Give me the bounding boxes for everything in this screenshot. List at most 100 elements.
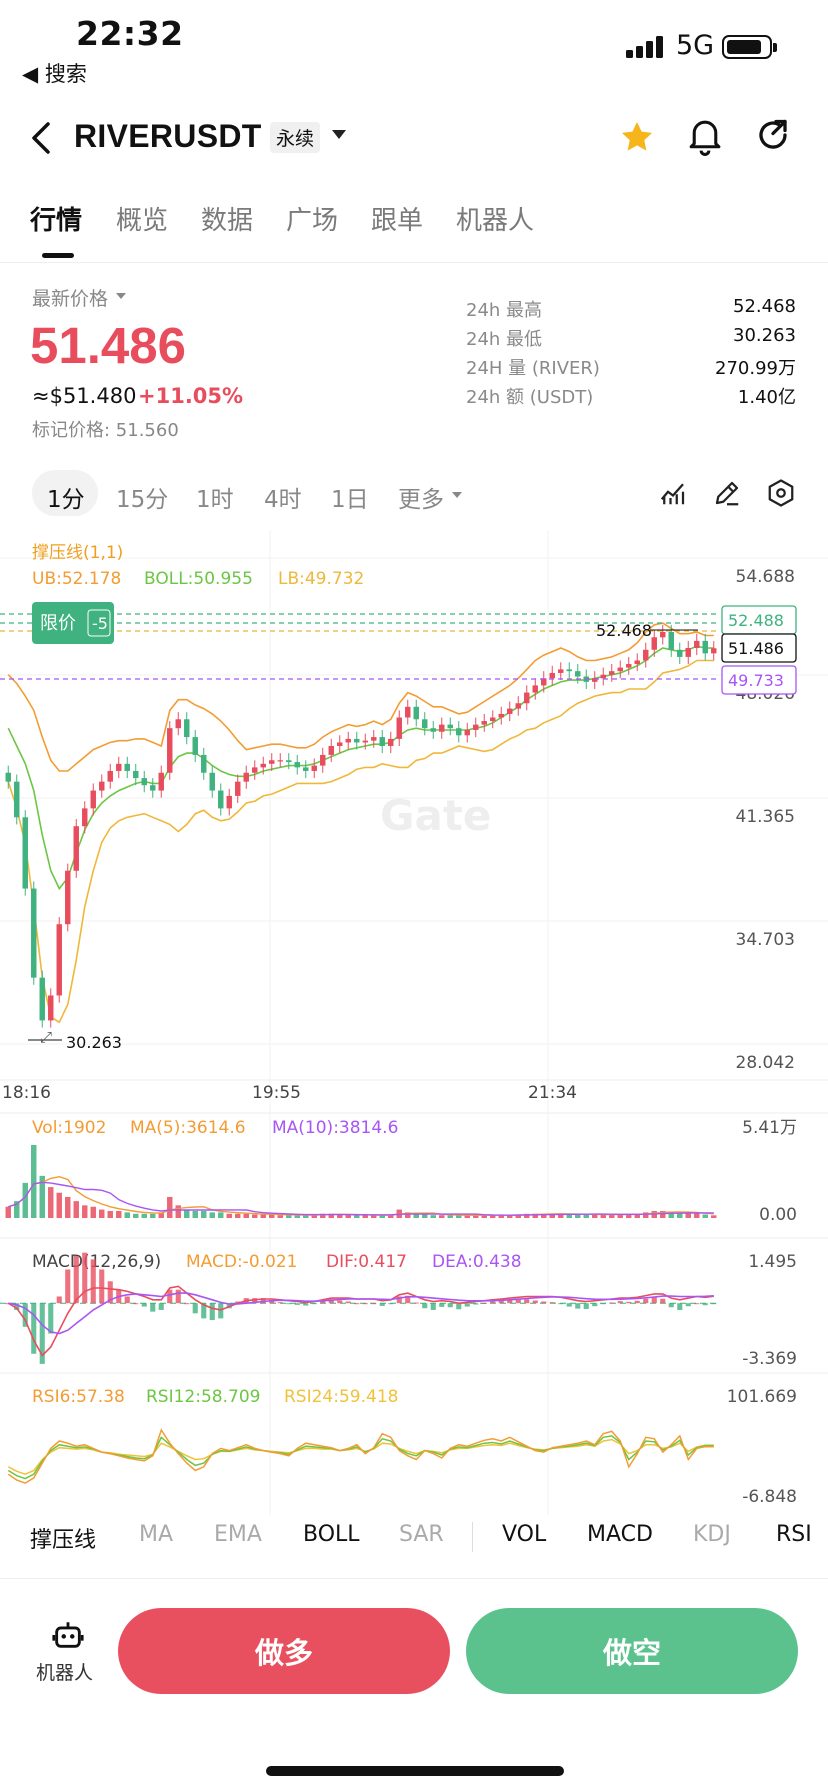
chevron-down-icon[interactable]	[332, 130, 346, 139]
candle-body	[430, 728, 436, 732]
indicator-tab-ma[interactable]: MA	[139, 1522, 174, 1547]
candle-body	[498, 713, 504, 718]
macd-histogram-bar	[303, 1303, 309, 1306]
tab-square[interactable]: 广场	[286, 206, 339, 236]
expand-icon: ⤢	[40, 1028, 53, 1046]
interval-1h[interactable]: 1时	[196, 487, 234, 513]
limit-order-label: 限价	[40, 613, 76, 634]
y-tick: -6.848	[742, 1487, 797, 1507]
indicator-tab-rsi[interactable]: RSI	[776, 1522, 812, 1547]
indicator-tab-macd[interactable]: MACD	[587, 1522, 653, 1547]
svg-text:51.486: 51.486	[728, 639, 784, 658]
candle-body	[609, 671, 615, 675]
candle-body	[192, 737, 198, 755]
macd-histogram-bar	[141, 1303, 147, 1307]
interval-1d[interactable]: 1日	[331, 487, 369, 513]
usd-price: ≈$51.480	[32, 384, 137, 408]
symbol-title[interactable]: RIVERUSDT	[74, 118, 262, 154]
macd-histogram-bar	[422, 1303, 428, 1309]
indicator-tab-kdj[interactable]: KDJ	[693, 1522, 731, 1547]
volume-bar	[362, 1215, 368, 1218]
price-tag-lower: 49.733	[721, 665, 797, 695]
stat-label-volume: 24H 量 (RIVER)	[466, 358, 600, 379]
candle-body	[14, 781, 20, 818]
star-icon[interactable]	[618, 118, 656, 160]
chart-watermark: Gate	[380, 791, 491, 840]
macd-histogram-bar	[133, 1303, 139, 1305]
interval-more[interactable]: 更多	[398, 487, 444, 513]
short-button[interactable]: 做空	[466, 1608, 798, 1694]
macd-histogram-bar	[549, 1302, 555, 1304]
candle-body	[677, 649, 683, 657]
macd-histogram-bar	[269, 1299, 275, 1304]
volume-bar	[685, 1213, 691, 1218]
indicator-tab-support[interactable]: 撑压线	[30, 1528, 97, 1553]
indicator-tab-vol[interactable]: VOL	[502, 1522, 547, 1547]
candle-body	[5, 772, 11, 782]
macd-histogram-bar	[379, 1303, 385, 1306]
candle-body	[56, 924, 62, 996]
macd-histogram-bar	[413, 1302, 419, 1304]
back-icon[interactable]	[28, 118, 58, 158]
indicator-tab-ema[interactable]: EMA	[214, 1522, 262, 1547]
legend-rsi24: RSI24:59.418	[284, 1387, 398, 1407]
macd-histogram-bar	[609, 1302, 615, 1304]
volume-bar	[218, 1212, 224, 1218]
bell-icon[interactable]	[686, 116, 724, 160]
candle-body	[566, 669, 572, 672]
macd-histogram-bar	[566, 1303, 572, 1307]
indicator-tab-sar[interactable]: SAR	[399, 1522, 444, 1547]
interval-4h[interactable]: 4时	[264, 487, 302, 513]
volume-bar	[558, 1213, 564, 1218]
macd-histogram-bar	[218, 1303, 224, 1319]
back-to-app-link[interactable]: ◀ 搜索	[22, 62, 87, 86]
candle-body	[345, 738, 351, 743]
contract-type-tag[interactable]: 永续	[270, 122, 321, 153]
candle-body	[711, 648, 717, 654]
candle-body	[668, 631, 674, 650]
price-chart[interactable]: Gate 撑压线(1,1) UB:52.178 BOLL:50.955 LB:4…	[0, 530, 828, 1515]
volume-bar	[226, 1213, 232, 1218]
tab-bots[interactable]: 机器人	[456, 206, 535, 236]
last-price: 51.486	[30, 317, 186, 374]
y-tick: 5.41万	[742, 1118, 797, 1138]
candle-body	[311, 765, 317, 771]
low-marker: 30.263	[66, 1033, 122, 1052]
candle-body	[447, 724, 453, 729]
y-tick: 41.365	[736, 807, 795, 827]
volume-bar	[192, 1210, 198, 1218]
macd-histogram-bar	[226, 1303, 232, 1309]
indicator-icon[interactable]	[658, 478, 688, 512]
settings-icon[interactable]	[766, 478, 796, 512]
caret-down-icon[interactable]	[452, 492, 462, 498]
candle-body	[388, 738, 394, 747]
tab-market[interactable]: 行情	[30, 206, 83, 236]
legend-macd: MACD:-0.021	[186, 1252, 298, 1272]
volume-bar	[549, 1213, 555, 1218]
boll-mid-line	[7, 645, 714, 891]
price-type-label[interactable]: 最新价格	[32, 288, 109, 310]
interval-15m[interactable]: 15分	[116, 487, 169, 513]
candle-body	[158, 772, 164, 791]
volume-bar	[277, 1215, 283, 1218]
robot-button[interactable]	[34, 1618, 102, 1688]
macd-histogram-bar	[473, 1303, 479, 1305]
volume-bar	[303, 1215, 309, 1218]
long-button[interactable]: 做多	[118, 1608, 450, 1694]
tab-overview[interactable]: 概览	[116, 206, 169, 236]
share-icon[interactable]	[755, 116, 791, 158]
stat-label-high: 24h 最高	[466, 300, 543, 321]
candle-body	[685, 648, 691, 657]
candle-body	[107, 770, 113, 782]
volume-bar	[184, 1209, 190, 1218]
tab-data[interactable]: 数据	[201, 206, 254, 236]
x-tick: 19:55	[252, 1083, 301, 1103]
caret-down-icon[interactable]	[116, 293, 126, 299]
draw-icon[interactable]	[712, 478, 742, 512]
divider	[0, 1578, 828, 1579]
macd-histogram-bar	[150, 1303, 156, 1312]
interval-1m[interactable]: 1分	[47, 487, 85, 513]
indicator-tab-boll[interactable]: BOLL	[303, 1522, 360, 1547]
candle-body	[626, 664, 632, 668]
tab-copy-trading[interactable]: 跟单	[371, 206, 424, 236]
